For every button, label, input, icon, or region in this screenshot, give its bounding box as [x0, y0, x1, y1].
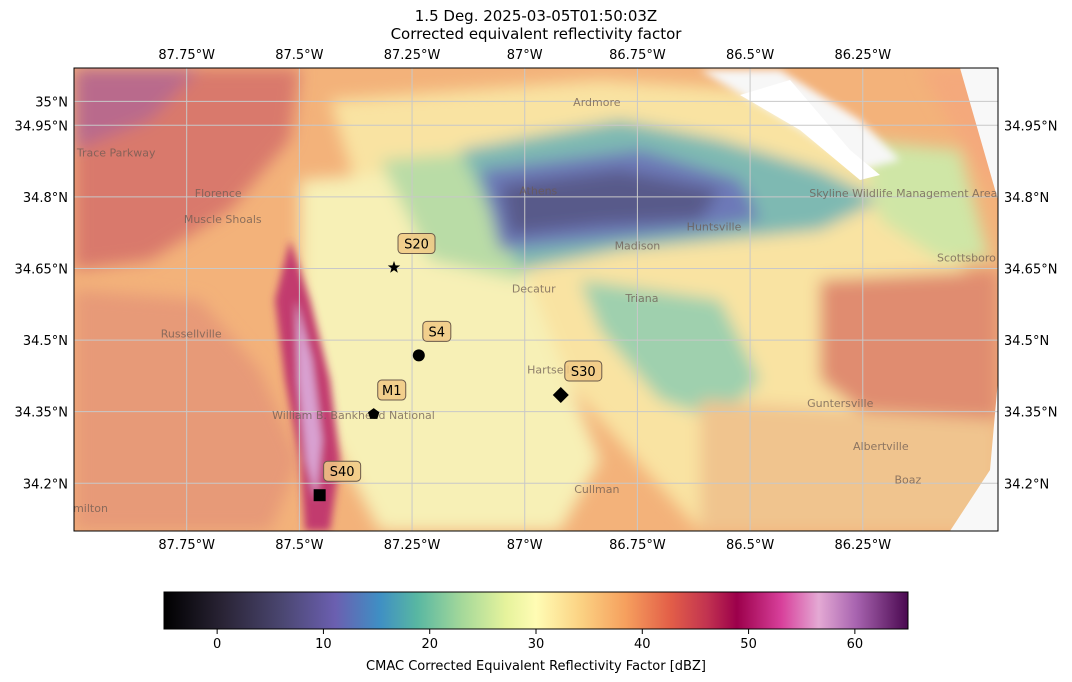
lat-ticks-right: 34.95°N 34.8°N 34.65°N 34.5°N 34.35°N 34.2°N — [1004, 119, 1057, 492]
lat-tick-label-left: 34.65°N — [15, 262, 68, 277]
place-label: Scottsboro — [937, 251, 996, 264]
station-label-box — [377, 379, 407, 401]
colorbar-tick-label: 10 — [315, 637, 332, 652]
lon-tick-label-bottom: 87.75°W — [158, 538, 215, 553]
lat-tick-label-right: 34.2°N — [1004, 477, 1049, 492]
place-label: Madison — [615, 239, 661, 252]
lon-tick-label-top: 86.5°W — [726, 48, 774, 63]
station-marker-square — [313, 489, 326, 502]
place-label: Athens — [519, 184, 557, 197]
place-label: Florence — [195, 187, 242, 200]
lat-tick-label-left: 35°N — [35, 95, 68, 110]
lon-tick-label-top: 86.25°W — [834, 48, 891, 63]
lat-tick-label-left: 34.35°N — [15, 406, 68, 421]
station-markers: S20 S4 M1 S30 S40 — [313, 233, 603, 502]
lat-tick-label-right: 34.65°N — [1004, 262, 1057, 277]
place-label: Cullman — [574, 483, 619, 496]
lon-tick-label-bottom: 86.5°W — [726, 538, 774, 553]
lat-tick-label-left: 34.5°N — [23, 334, 68, 349]
colorbar-tick-label: 40 — [634, 637, 651, 652]
station-label-box — [323, 460, 362, 482]
place-label: Triana — [624, 292, 658, 305]
colorbar-label: CMAC Corrected Equivalent Reflectivity F… — [366, 659, 706, 674]
lon-tick-label-bottom: 87.25°W — [384, 538, 441, 553]
place-label: Hartselle — [527, 363, 576, 376]
colorbar — [163, 591, 909, 630]
plot-subtitle: Corrected equivalent reflectivity factor — [390, 25, 682, 43]
lon-tick-label-bottom: 86.25°W — [834, 538, 891, 553]
lat-tick-label-right: 34.35°N — [1004, 406, 1057, 421]
station-marker-diamond — [552, 386, 569, 403]
place-label: William B. Bankhead National — [272, 409, 435, 422]
place-label: Hamilton — [58, 502, 108, 515]
map-frame — [73, 67, 999, 532]
station-marker-pentagon — [368, 408, 380, 419]
place-labels: Ardmore Athens Huntsville Madison Decatur Tri… — [29, 96, 997, 515]
lon-tick-label-top: 86.75°W — [609, 48, 666, 63]
place-label: Boaz — [894, 473, 921, 486]
lat-ticks-left: 35°N 34.95°N 34.8°N 34.65°N 34.5°N 34.35°N 34.… — [15, 95, 68, 492]
lat-tick-label-left: 34.2°N — [23, 477, 68, 492]
place-label: Ardmore — [573, 96, 621, 109]
station-label-box — [422, 320, 452, 342]
lon-tick-label-bottom: 87°W — [507, 538, 543, 553]
lon-tick-label-top: 87.5°W — [275, 48, 323, 63]
place-label: Skyline Wildlife Management Area — [809, 187, 997, 200]
place-label: Decatur — [512, 282, 556, 295]
lat-tick-label-right: 34.5°N — [1004, 334, 1049, 349]
lon-tick-label-top: 87.75°W — [158, 48, 215, 63]
graticule — [74, 68, 998, 531]
station-marker-circle — [412, 349, 425, 362]
place-label: Albertville — [853, 440, 909, 453]
station-label: S20 — [404, 238, 429, 253]
place-label: Russellville — [161, 328, 222, 341]
lon-tick-label-bottom: 86.75°W — [609, 538, 666, 553]
lon-tick-label-top: 87.25°W — [384, 48, 441, 63]
lat-tick-label-left: 34.8°N — [23, 191, 68, 206]
station-label: S40 — [330, 465, 355, 480]
place-label: Muscle Shoals — [184, 213, 262, 226]
station-label: M1 — [382, 384, 402, 399]
lon-tick-label-bottom: 87.5°W — [275, 538, 323, 553]
lon-ticks-top: 87.75°W 87.5°W 87.25°W 87°W 86.75°W 86.5°W 86.… — [158, 48, 891, 63]
lon-ticks-bottom: 87.75°W 87.5°W 87.25°W 87°W 86.75°W 86.5°W 86.… — [158, 538, 891, 553]
place-label: Natchez Trace Parkway — [29, 146, 157, 159]
place-label: Huntsville — [687, 220, 742, 233]
station-label: S30 — [571, 365, 596, 380]
colorbar-tick-label: 60 — [847, 637, 864, 652]
colorbar-ticks: 0 10 20 30 40 50 60 — [213, 629, 863, 652]
station-label: S4 — [429, 325, 446, 340]
lat-tick-label-right: 34.8°N — [1004, 191, 1049, 206]
colorbar-tick-label: 50 — [740, 637, 757, 652]
lat-tick-label-left: 34.95°N — [15, 119, 68, 134]
plot-title: 1.5 Deg. 2025-03-05T01:50:03Z — [414, 7, 658, 25]
station-label-box — [397, 233, 436, 255]
station-label-box — [564, 360, 603, 382]
colorbar-tick-label: 0 — [213, 637, 221, 652]
reflectivity-field — [74, 68, 998, 531]
station-marker-star — [387, 261, 401, 273]
lon-tick-label-top: 87°W — [507, 48, 543, 63]
place-label: Guntersville — [807, 397, 873, 410]
colorbar-tick-label: 30 — [528, 637, 545, 652]
lat-tick-label-right: 34.95°N — [1004, 119, 1057, 134]
colorbar-tick-label: 20 — [421, 637, 438, 652]
